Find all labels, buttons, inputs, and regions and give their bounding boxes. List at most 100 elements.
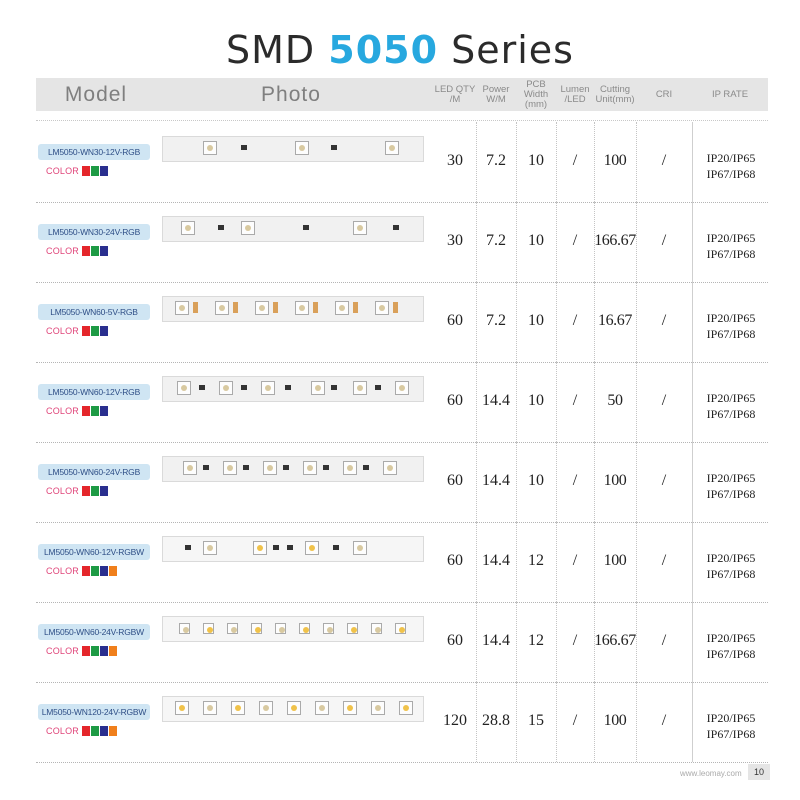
led-chip [203, 141, 217, 155]
column-divider [476, 602, 477, 682]
color-swatch-green [91, 166, 99, 176]
copper-pad [313, 302, 318, 313]
resistor [287, 545, 293, 550]
color-swatch-green [91, 646, 99, 656]
resistor [363, 465, 369, 470]
column-divider [692, 362, 693, 442]
color-swatch-blue [100, 406, 108, 416]
copper-pad [193, 302, 198, 313]
color-swatch-blue [100, 566, 108, 576]
led-chip [253, 541, 267, 555]
ip-rate-line: IP20/IP65 [706, 391, 756, 405]
cell-lumen: / [572, 392, 578, 409]
table-row: LM5050-WN60-12V-RGB COLOR 60 14.4 10 / 50 / IP20… [36, 362, 768, 443]
color-swatch-green [91, 406, 99, 416]
ip-rate-line: IP20/IP65 [706, 151, 756, 165]
led-chip [385, 141, 399, 155]
header-divider [36, 120, 768, 121]
led-chip [215, 301, 229, 315]
led-chip [275, 623, 286, 634]
cell-qty: 60 [447, 632, 463, 649]
cell-power: 14.4 [482, 552, 510, 569]
led-chip [241, 221, 255, 235]
color-swatch-red [82, 486, 90, 496]
title-prefix: SMD [226, 28, 316, 72]
table-row: LM5050-WN60-5V-RGB COLOR 60 7.2 10 / 16.67 / IP2… [36, 282, 768, 363]
header-cutting: Cutting Unit(mm) [595, 83, 635, 105]
led-chip [177, 381, 191, 395]
led-chip [323, 623, 334, 634]
led-strip-photo [162, 696, 424, 722]
led-chip [295, 141, 309, 155]
cell-ip-rate: IP20/IP65 IP67/IP68 [694, 630, 768, 662]
column-divider [516, 122, 517, 202]
led-chip [219, 381, 233, 395]
cell-power: 28.8 [482, 712, 510, 729]
column-divider [636, 202, 637, 282]
column-divider [556, 682, 557, 762]
color-swatch-red [82, 726, 90, 736]
cell-qty: 60 [447, 472, 463, 489]
column-divider [692, 442, 693, 522]
ip-rate-line: IP20/IP65 [706, 231, 756, 245]
cell-lumen: / [572, 232, 578, 249]
resistor [273, 545, 279, 550]
cell-qty: 60 [447, 312, 463, 329]
column-divider [556, 442, 557, 522]
cell-cutting: 50 [607, 392, 623, 409]
cell-pcb: 10 [528, 312, 544, 329]
color-swatch-orange [109, 646, 117, 656]
cell-ip-rate: IP20/IP65 IP67/IP68 [694, 230, 768, 262]
title-highlight: 5050 [328, 28, 439, 72]
column-divider [516, 682, 517, 762]
color-swatch-orange [109, 726, 117, 736]
cell-pcb: 10 [528, 472, 544, 489]
resistor [323, 465, 329, 470]
header-ip: IP RATE [711, 88, 749, 100]
column-divider [594, 202, 595, 282]
led-chip [399, 701, 413, 715]
cell-lumen: / [572, 472, 578, 489]
led-chip [303, 461, 317, 475]
cell-qty: 30 [447, 152, 463, 169]
led-chip [353, 381, 367, 395]
column-divider [476, 442, 477, 522]
model-label: LM5050-WN60-5V-RGB [38, 304, 150, 320]
led-chip [395, 381, 409, 395]
color-swatch-red [82, 166, 90, 176]
column-divider [476, 282, 477, 362]
cell-lumen: / [572, 152, 578, 169]
page-number: 10 [748, 764, 770, 780]
column-divider [476, 122, 477, 202]
column-divider [594, 682, 595, 762]
led-chip [371, 623, 382, 634]
led-strip-photo [162, 376, 424, 402]
column-divider [636, 122, 637, 202]
led-chip [395, 623, 406, 634]
column-divider [476, 522, 477, 602]
color-swatch-red [82, 326, 90, 336]
color-swatch-green [91, 246, 99, 256]
color-label: COLOR [46, 326, 80, 336]
led-strip-photo [162, 296, 424, 322]
cell-cri: / [661, 392, 667, 409]
cell-cutting: 100 [603, 712, 627, 729]
cell-power: 14.4 [482, 472, 510, 489]
header-qty: LED QTY /M [434, 83, 476, 105]
resistor [241, 145, 247, 150]
column-divider [516, 202, 517, 282]
led-chip [259, 701, 273, 715]
column-divider [516, 282, 517, 362]
cell-pcb: 15 [528, 712, 544, 729]
cell-lumen: / [572, 552, 578, 569]
led-chip [179, 623, 190, 634]
cell-ip-rate: IP20/IP65 IP67/IP68 [694, 710, 768, 742]
color-swatch-green [91, 326, 99, 336]
header-photo: Photo [261, 82, 321, 106]
ip-rate-line: IP20/IP65 [706, 311, 756, 325]
color-swatch-green [91, 566, 99, 576]
cell-cri: / [661, 232, 667, 249]
cell-pcb: 12 [528, 552, 544, 569]
cell-cri: / [661, 632, 667, 649]
led-chip [347, 623, 358, 634]
